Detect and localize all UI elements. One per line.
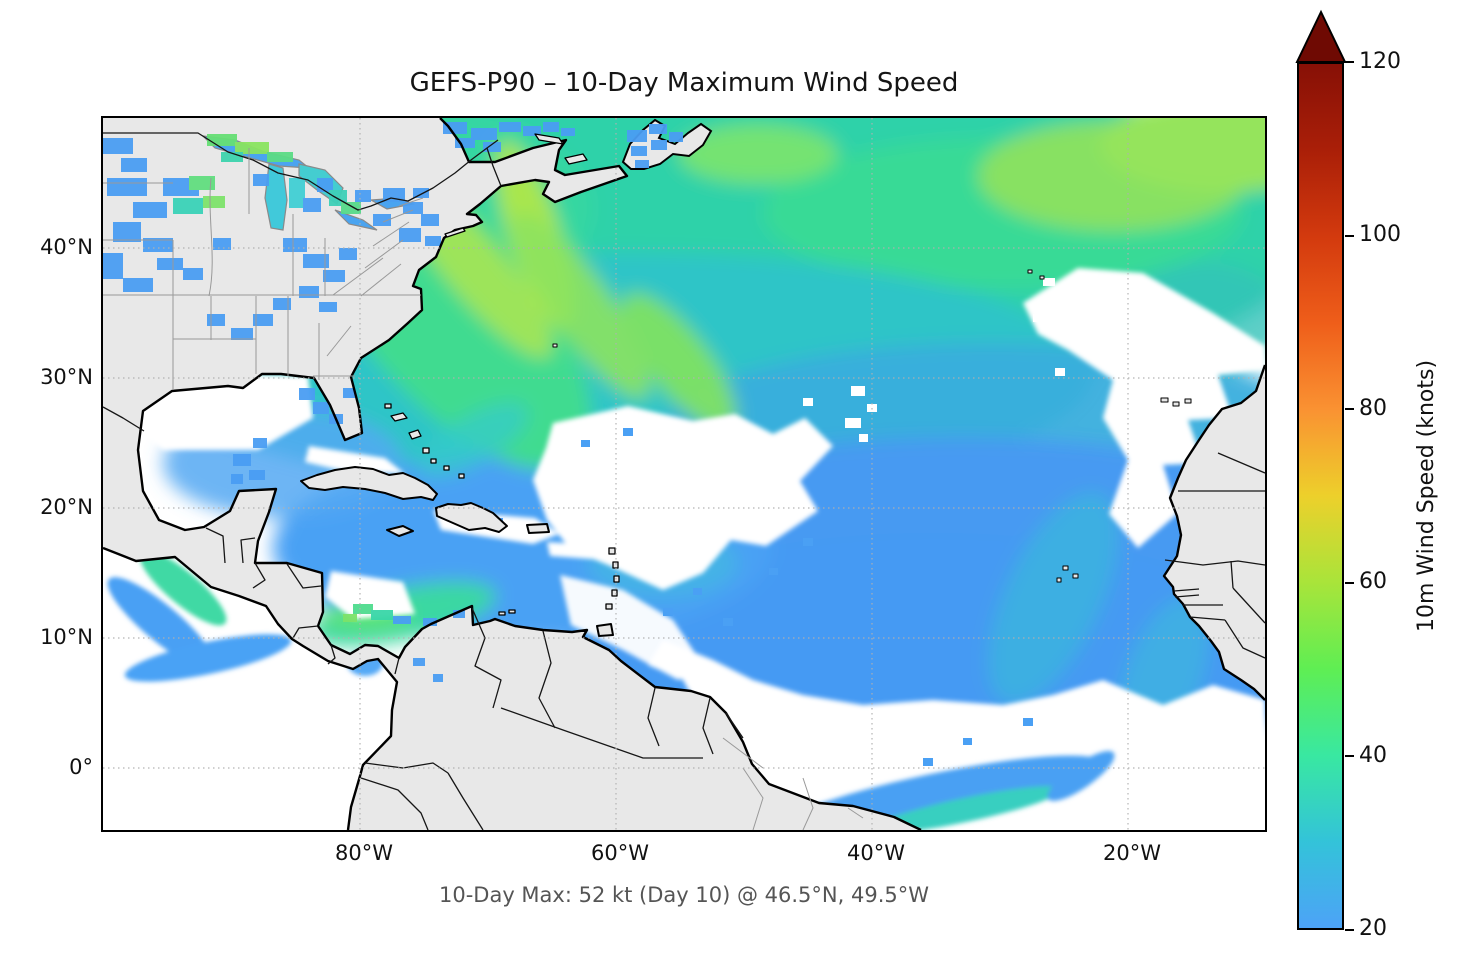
colorbar-tick-80: 80 [1359,396,1387,421]
colorbar-axis-label: 10m Wind Speed (knots) [1414,359,1439,633]
graticule-layer [103,118,1265,830]
colorbar-tick-mark [1345,235,1354,237]
y-tick-10n: 10°N [40,625,93,649]
map-canvas [103,118,1265,830]
colorbar-tick-mark [1345,929,1354,931]
hispaniola [435,502,508,533]
gulf-st-lawrence-islands [444,133,588,238]
africa-borders [1164,452,1265,659]
colorbar-tick-120: 120 [1359,49,1401,74]
x-tick-80w: 80°W [335,841,393,865]
colorbar-gradient [1297,62,1344,930]
cape-verde-islands [1062,565,1069,571]
jamaica [386,525,414,537]
colorbar-extend-arrow [1295,9,1347,63]
y-tick-20n: 20°N [40,495,93,519]
cuba [300,466,438,501]
trinidad [596,623,614,637]
colorbar-tick-mark [1345,755,1354,757]
bahamas [384,403,465,479]
islands-layer [300,133,1192,637]
africa-landmass [1164,365,1265,700]
puerto-rico [526,523,550,534]
max-wind-annotation: 10-Day Max: 52 kt (Day 10) @ 46.5°N, 49.… [438,883,929,907]
colorbar-tick-mark [1345,582,1354,584]
map-plot [101,116,1267,832]
coastline-layer [103,118,1265,830]
us-canada-border [103,132,502,211]
x-tick-20w: 20°W [1103,841,1161,865]
colorbar-tick-20: 20 [1359,916,1387,941]
us-mexico-border [103,406,145,432]
y-tick-30n: 30°N [40,365,93,389]
colorbar-tick-100: 100 [1359,222,1401,247]
state-borders-layer [103,148,864,830]
page-title: GEFS-P90 – 10-Day Maximum Wind Speed [409,68,959,98]
x-tick-40w: 40°W [847,841,905,865]
overland-wind-pixels-layer [103,122,683,682]
prince-edward-island [564,153,588,165]
colorbar-tick-60: 60 [1359,569,1387,594]
low-wind-mask-layer [103,268,1265,830]
eastern-atlantic-islands [552,269,1192,583]
wind-field-layer [103,118,1265,793]
bermuda [552,343,558,348]
canary-islands [1160,397,1169,403]
country-borders-layer [103,132,1265,830]
wind-speckles [581,428,1033,766]
colorbar-tick-mark [1345,408,1354,410]
colorbar-tick-40: 40 [1359,743,1387,768]
y-tick-40n: 40°N [40,235,93,259]
azores [1027,269,1033,274]
anticosti-island [534,133,564,145]
y-tick-0: 0° [69,755,93,779]
colorbar-tick-mark [1345,61,1354,63]
long-island [444,227,466,238]
x-tick-60w: 60°W [591,841,649,865]
